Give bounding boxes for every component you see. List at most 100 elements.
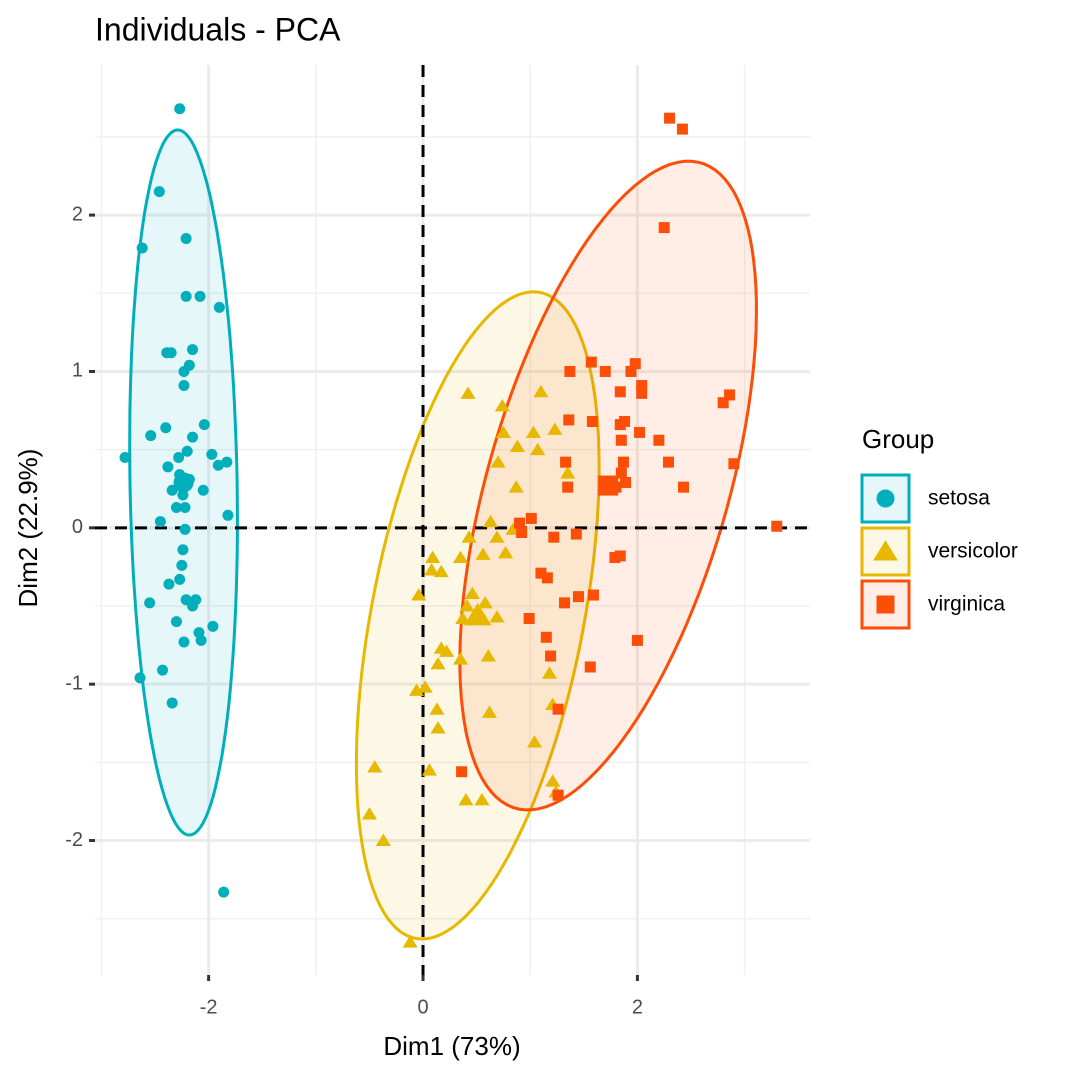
point [615, 434, 627, 446]
point [530, 442, 546, 456]
point [724, 389, 736, 401]
x-tick-label: 2 [632, 996, 643, 1018]
point [572, 591, 584, 603]
point [552, 789, 564, 801]
legend-label: virginica [928, 593, 1005, 616]
point [658, 222, 670, 234]
point [165, 347, 177, 359]
point [421, 763, 438, 776]
point [174, 103, 186, 115]
point [433, 564, 449, 578]
group-centroid [173, 472, 194, 493]
point [461, 530, 477, 543]
point [570, 528, 582, 540]
point [198, 419, 210, 431]
chart-title: Individuals - PCA [95, 11, 341, 47]
point [615, 467, 627, 479]
point [664, 112, 676, 124]
y-tick-label: -1 [65, 672, 83, 694]
point [482, 514, 499, 528]
legend-label: setosa [928, 487, 990, 510]
point [402, 935, 418, 948]
point [629, 358, 641, 370]
point [452, 652, 469, 665]
y-axis-label: Dim2 (22.9%) [13, 449, 43, 608]
point [495, 425, 511, 438]
point [136, 242, 148, 254]
ellipses [128, 128, 758, 941]
point [636, 387, 648, 399]
point [728, 458, 740, 470]
point [180, 290, 192, 302]
legend-key [860, 526, 911, 577]
point [430, 721, 446, 734]
point [429, 702, 445, 715]
point [174, 573, 186, 585]
point [625, 365, 637, 377]
point [160, 422, 172, 434]
point [771, 520, 783, 532]
point [547, 422, 563, 435]
point [153, 186, 165, 198]
point [474, 793, 490, 806]
point [599, 365, 611, 377]
point [533, 384, 549, 398]
point [477, 595, 493, 609]
legend-title: Group [862, 424, 934, 454]
point [508, 480, 524, 493]
point [218, 886, 230, 898]
point [170, 501, 182, 513]
point [456, 766, 468, 778]
point [145, 430, 157, 442]
x-tick-label: 0 [417, 996, 428, 1018]
point [586, 415, 598, 427]
point [157, 664, 169, 676]
point [584, 661, 596, 673]
point [490, 455, 506, 468]
point [452, 550, 469, 564]
y-tick-label: 1 [72, 360, 83, 382]
point [206, 448, 218, 460]
point [509, 439, 525, 453]
point [541, 572, 553, 584]
point [430, 656, 446, 670]
point [181, 445, 193, 457]
point [222, 509, 234, 521]
points [119, 103, 783, 948]
point [178, 365, 190, 377]
point [425, 550, 441, 564]
point [585, 356, 597, 368]
point [459, 599, 475, 612]
point [489, 610, 505, 623]
point [458, 793, 474, 806]
point [119, 451, 131, 463]
point [213, 301, 225, 313]
point [212, 459, 224, 471]
point [526, 735, 543, 748]
point [562, 481, 574, 493]
point [180, 233, 192, 245]
point [464, 586, 480, 599]
point [676, 123, 688, 135]
point [475, 547, 491, 560]
point [417, 680, 433, 693]
point [144, 597, 156, 609]
point [166, 697, 178, 709]
reference-lines [95, 65, 810, 975]
point [179, 523, 191, 535]
point [614, 386, 626, 398]
point [545, 774, 561, 787]
point [548, 531, 560, 543]
point [375, 833, 391, 847]
point [560, 456, 572, 468]
legend-symbol [873, 540, 898, 561]
group-centroid [598, 475, 619, 496]
point [176, 559, 188, 571]
point [525, 425, 541, 438]
point [178, 636, 190, 648]
point [439, 644, 455, 657]
point [480, 649, 496, 662]
point [636, 380, 648, 392]
point [489, 530, 505, 543]
point [207, 620, 219, 632]
